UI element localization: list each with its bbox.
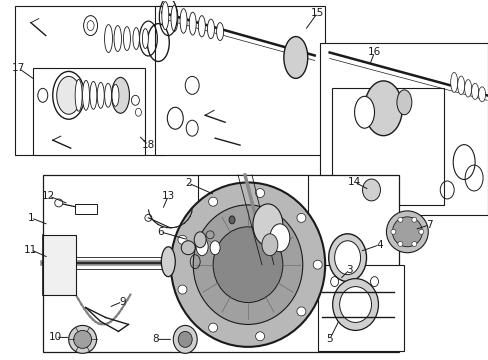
Ellipse shape	[262, 234, 277, 256]
Ellipse shape	[161, 247, 175, 276]
Ellipse shape	[189, 12, 196, 35]
Ellipse shape	[269, 224, 289, 252]
Ellipse shape	[392, 217, 422, 247]
Ellipse shape	[82, 80, 89, 110]
Text: 3: 3	[346, 265, 352, 275]
Text: 13: 13	[162, 191, 175, 201]
Ellipse shape	[334, 241, 360, 275]
Ellipse shape	[112, 84, 119, 106]
Ellipse shape	[208, 197, 217, 206]
Ellipse shape	[104, 24, 112, 53]
Text: 4: 4	[375, 240, 382, 250]
Text: 6: 6	[157, 227, 163, 237]
Ellipse shape	[313, 260, 322, 269]
Ellipse shape	[104, 84, 111, 107]
Ellipse shape	[194, 232, 206, 248]
Bar	[331, 88, 443, 205]
Bar	[42, 175, 399, 352]
Text: 14: 14	[347, 177, 361, 187]
Ellipse shape	[90, 81, 97, 109]
Ellipse shape	[332, 279, 378, 330]
Ellipse shape	[411, 242, 416, 246]
Ellipse shape	[470, 83, 478, 99]
Ellipse shape	[464, 80, 470, 97]
Text: 7: 7	[425, 220, 432, 230]
Ellipse shape	[173, 325, 197, 353]
Ellipse shape	[283, 37, 307, 78]
Ellipse shape	[193, 205, 302, 324]
Ellipse shape	[364, 81, 402, 136]
Ellipse shape	[180, 9, 187, 33]
Text: 12: 12	[42, 191, 55, 201]
Ellipse shape	[55, 199, 62, 207]
Ellipse shape	[328, 234, 366, 282]
Ellipse shape	[74, 330, 91, 348]
Bar	[33, 68, 145, 155]
Ellipse shape	[418, 229, 423, 234]
Ellipse shape	[397, 217, 402, 222]
Bar	[42, 235, 76, 294]
Ellipse shape	[255, 189, 264, 198]
Ellipse shape	[198, 15, 205, 37]
Ellipse shape	[114, 26, 121, 51]
Ellipse shape	[396, 90, 411, 115]
Text: 8: 8	[152, 334, 158, 345]
Text: 16: 16	[367, 48, 380, 58]
Ellipse shape	[411, 217, 416, 222]
Ellipse shape	[296, 213, 305, 222]
Bar	[75, 204, 96, 214]
Ellipse shape	[386, 211, 427, 253]
Ellipse shape	[68, 325, 96, 353]
Ellipse shape	[228, 216, 235, 224]
Ellipse shape	[354, 96, 374, 128]
Ellipse shape	[213, 227, 282, 302]
Bar	[198, 175, 307, 257]
Ellipse shape	[178, 332, 192, 347]
Ellipse shape	[208, 323, 217, 332]
Ellipse shape	[296, 307, 305, 316]
Ellipse shape	[162, 2, 168, 30]
Bar	[319, 42, 487, 215]
Ellipse shape	[75, 80, 82, 111]
Ellipse shape	[457, 76, 464, 95]
Ellipse shape	[339, 287, 371, 323]
Ellipse shape	[252, 204, 282, 246]
Text: 1: 1	[27, 213, 34, 223]
Ellipse shape	[362, 179, 380, 201]
Ellipse shape	[450, 72, 457, 92]
Ellipse shape	[390, 229, 395, 234]
Ellipse shape	[133, 28, 139, 50]
Ellipse shape	[216, 23, 223, 41]
Ellipse shape	[111, 77, 129, 113]
Ellipse shape	[255, 332, 264, 341]
Ellipse shape	[53, 71, 84, 119]
Ellipse shape	[170, 183, 325, 347]
Ellipse shape	[142, 28, 148, 49]
Ellipse shape	[178, 285, 186, 294]
Bar	[155, 6, 324, 155]
Text: 11: 11	[24, 245, 38, 255]
Text: 17: 17	[12, 63, 25, 73]
Ellipse shape	[397, 242, 402, 246]
Ellipse shape	[178, 235, 186, 244]
Ellipse shape	[181, 241, 195, 255]
Bar	[317, 265, 404, 351]
Bar	[15, 6, 165, 155]
Text: 2: 2	[184, 178, 191, 188]
Ellipse shape	[210, 241, 220, 255]
Ellipse shape	[83, 15, 98, 36]
Ellipse shape	[171, 5, 178, 31]
Ellipse shape	[123, 27, 130, 50]
Ellipse shape	[57, 76, 81, 114]
Text: 18: 18	[142, 140, 155, 150]
Ellipse shape	[478, 87, 485, 102]
Ellipse shape	[207, 19, 214, 39]
Text: 9: 9	[119, 297, 125, 306]
Ellipse shape	[97, 82, 104, 108]
Text: 5: 5	[325, 334, 332, 345]
Text: 15: 15	[310, 8, 324, 18]
Ellipse shape	[196, 238, 208, 256]
Text: 10: 10	[49, 332, 62, 342]
